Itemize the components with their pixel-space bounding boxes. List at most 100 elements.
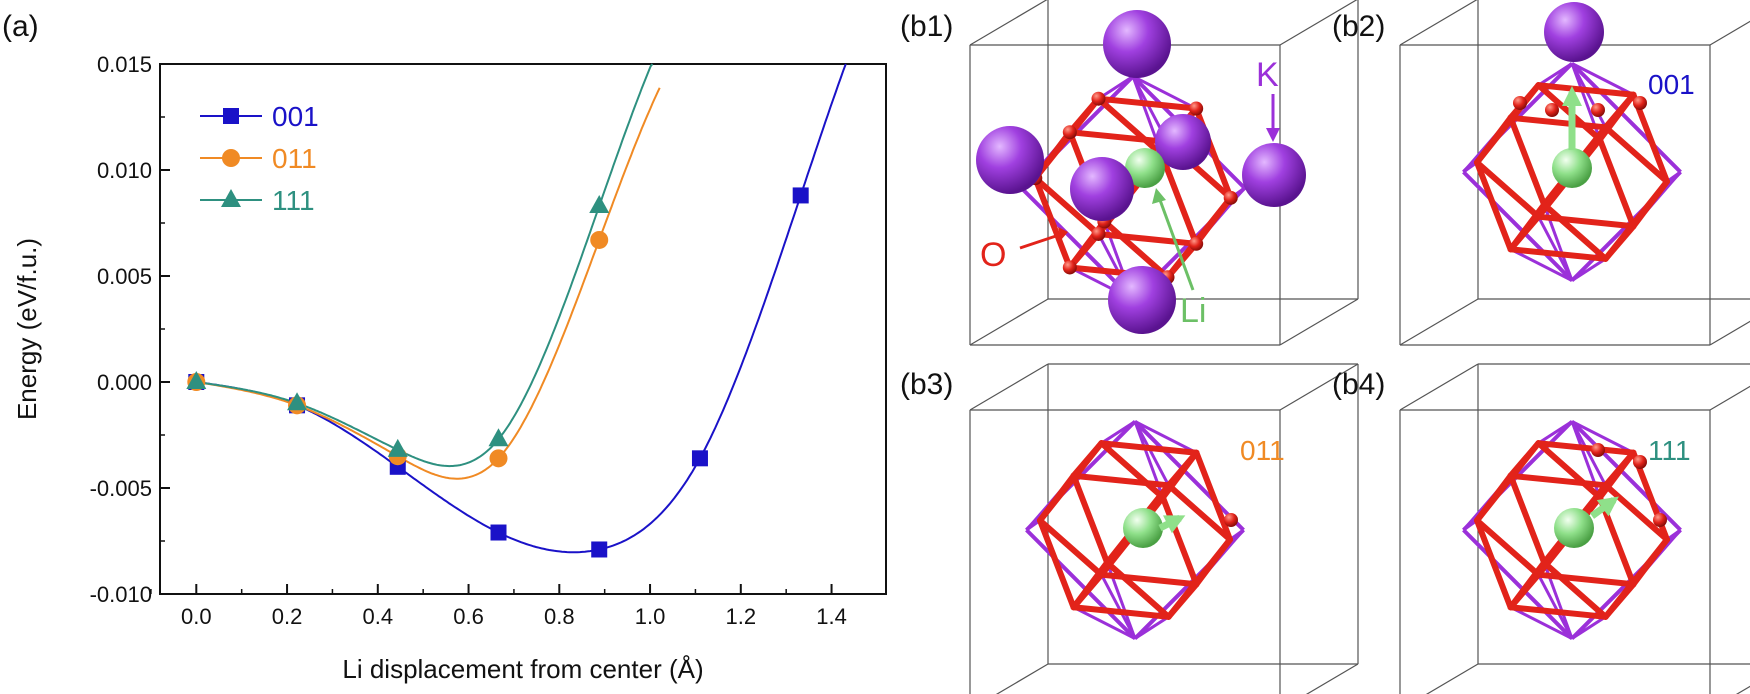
oxygen-atom: [1633, 96, 1647, 110]
o-o-bond: [1032, 175, 1073, 271]
o-o-bond: [1535, 571, 1637, 588]
oxygen-atom: [1224, 513, 1238, 527]
legend-marker-111: [221, 189, 241, 207]
y-tick-label: -0.005: [90, 476, 152, 501]
k-o-bond: [1100, 420, 1136, 445]
y-tick-label: 0.000: [97, 370, 152, 395]
o-o-bond: [1066, 230, 1102, 271]
cell-edge: [1399, 363, 1479, 411]
o-o-bond: [1507, 472, 1609, 489]
o-o-bond: [1474, 440, 1542, 524]
o-o-bond: [1602, 178, 1670, 262]
o-o-bond: [1037, 440, 1105, 524]
data-point-011: [489, 449, 508, 468]
o-o-bond: [1098, 440, 1200, 456]
potassium-arrowhead: [1266, 128, 1280, 142]
o-o-bond: [1037, 517, 1077, 611]
series-line-001: [196, 63, 847, 554]
potassium-atom: [976, 126, 1044, 194]
o-o-bond: [1037, 517, 1105, 578]
oxygen-arrow: [1019, 232, 1063, 250]
k-o-bond: [1537, 420, 1573, 445]
chart-legend: 001 011 111: [200, 101, 319, 216]
data-point-001: [490, 524, 507, 541]
k-bond: [1570, 62, 1682, 174]
x-tick-label: 0.8: [544, 604, 575, 629]
x-axis: 0.0 0.2 0.4 0.6 0.8 1.0 1.2 1.4: [150, 584, 847, 629]
k-o-bond: [1570, 420, 1607, 487]
o-o-bond: [1158, 151, 1200, 247]
y-axis: -0.010 -0.005 0.000 0.005 0.010 0.015: [90, 52, 170, 607]
cell-edge: [1279, 363, 1359, 411]
cell-edge: [1709, 20, 1750, 46]
x-tick-label: 1.4: [816, 604, 847, 629]
o-o-bond: [1507, 114, 1609, 131]
structure-panel-b3: (b3) 011: [900, 363, 1359, 694]
atoms: [1554, 443, 1667, 548]
cell-edge: [1399, 298, 1479, 346]
cell-edge: [1279, 298, 1359, 346]
k-o-bond: [1571, 615, 1607, 640]
lithium-label: Li: [1180, 292, 1206, 330]
data-point-111: [488, 428, 509, 447]
displacement-arrow-head: [1596, 496, 1619, 517]
o-o-bond: [1602, 536, 1670, 620]
legend-label-111: 111: [272, 185, 315, 216]
cell-edge: [969, 0, 1048, 46]
panel-label-a: (a): [2, 10, 39, 43]
octahedron-frame: [1462, 62, 1682, 282]
data-point-001: [691, 450, 708, 467]
legend-label-011: 011: [272, 143, 317, 174]
potassium-label: K: [1256, 56, 1279, 94]
data-point-111: [589, 195, 610, 214]
o-o-bond: [1165, 482, 1233, 543]
structure-panel-b4: (b4) 111: [1332, 363, 1750, 694]
oxygen-atom: [1091, 91, 1106, 106]
k-bond: [1462, 170, 1574, 282]
cell-edge: [1425, 663, 1479, 694]
k-o-bond: [1571, 257, 1607, 282]
oxygen-atom: [1062, 260, 1077, 275]
o-o-bond: [1474, 159, 1542, 220]
k-o-bond: [1100, 573, 1137, 640]
o-o-bond: [1507, 114, 1548, 208]
potassium-atom: [1108, 266, 1176, 334]
o-o-bond: [1535, 440, 1603, 501]
potassium-atom: [1544, 2, 1604, 62]
o-o-bond: [1159, 494, 1200, 588]
oxygen-atom: [1591, 443, 1605, 457]
y-tick-label: -0.010: [90, 582, 152, 607]
legend-label-001: 001: [272, 101, 319, 132]
x-tick-label: 1.2: [726, 604, 757, 629]
o-o-bond: [1070, 604, 1172, 620]
o-o-bond: [1095, 230, 1200, 247]
o-o-bond: [1474, 159, 1514, 253]
cell-edge: [1279, 0, 1358, 46]
k-bond: [1133, 420, 1245, 532]
series-line-111: [196, 63, 654, 468]
o-o-bond: [1032, 175, 1102, 237]
k-o-bond: [1072, 605, 1136, 640]
o-o-bond: [1474, 82, 1542, 166]
o-o-bond: [1095, 95, 1200, 112]
o-o-bond: [1507, 604, 1609, 620]
o-o-bond: [1165, 536, 1233, 620]
x-axis-title: Li displacement from center (Å): [342, 654, 703, 684]
k-o-bond: [1571, 62, 1635, 97]
lithium-atom: [1554, 508, 1594, 548]
o-o-bond: [1602, 124, 1670, 185]
lithium-arrowhead: [1152, 188, 1166, 204]
unit-cell-box: [969, 363, 1359, 694]
o-o-bond: [1507, 571, 1542, 611]
data-point-111: [287, 392, 308, 411]
oxygen-label: O: [980, 236, 1006, 274]
x-tick-label: 0.2: [272, 604, 303, 629]
k-bond: [1570, 420, 1682, 532]
x-tick-label: 1.0: [635, 604, 666, 629]
oxygen-atom: [1545, 103, 1559, 117]
k-bond: [1462, 528, 1574, 640]
o-o-bond: [1507, 246, 1609, 262]
legend-marker-011: [222, 149, 240, 167]
o-o-bond: [1474, 517, 1514, 611]
k-o-bond: [1537, 573, 1574, 640]
